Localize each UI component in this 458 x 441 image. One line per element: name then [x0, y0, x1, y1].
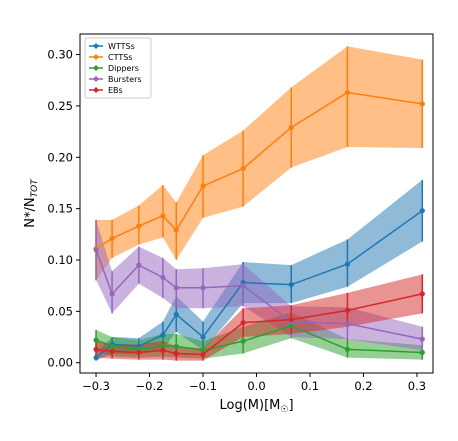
wttss-point	[288, 282, 294, 288]
y-tick-label: 0.15	[47, 202, 73, 216]
y-axis-label-sub: TOT	[30, 178, 40, 198]
cttss-point	[109, 235, 115, 242]
bursters-point	[344, 321, 351, 327]
legend-marker-bursters	[93, 76, 99, 82]
ebs-point	[344, 307, 351, 313]
y-tick-label: 0.05	[47, 304, 73, 318]
bursters-point	[160, 274, 166, 281]
dippers-point	[93, 337, 99, 343]
dippers-point	[200, 347, 206, 353]
dippers-point	[160, 343, 166, 349]
legend-marker-ebs	[93, 87, 99, 93]
x-axis-label-sub: ☉	[280, 405, 288, 415]
legend-label-ebs: EBs	[108, 86, 123, 95]
x-tick-label: 0.2	[354, 379, 372, 393]
y-tick-label: 0.25	[47, 99, 73, 113]
wttss-point	[200, 334, 206, 340]
dippers-point	[419, 349, 425, 356]
bursters-point	[173, 285, 179, 291]
ebs-point	[160, 347, 166, 353]
bursters-point	[136, 262, 142, 268]
wttss-point	[419, 208, 425, 214]
x-axis-label-main: Log(M)[M	[219, 398, 280, 413]
wttss-point	[160, 332, 166, 338]
y-axis-label: N*/NTOT	[23, 178, 40, 228]
legend-marker-dippers	[93, 65, 99, 71]
ebs-point	[200, 351, 206, 358]
y-tick-label: 0.10	[47, 253, 73, 267]
y-axis-label-main: N*/N	[23, 197, 38, 227]
ebs-point	[93, 346, 99, 352]
cttss-point	[200, 183, 206, 189]
x-tick-label: 0.0	[247, 379, 265, 393]
series-points	[93, 89, 425, 361]
cttss-band	[96, 46, 423, 281]
cttss-line	[95, 91, 423, 250]
dippers-line	[95, 324, 423, 354]
ebs-point	[419, 291, 425, 297]
dippers-point	[344, 346, 351, 352]
cttss-point	[160, 213, 166, 219]
legend-label-wttss: WTTSs	[108, 42, 135, 51]
legend-label-dippers: Dippers	[108, 64, 139, 73]
x-axis-label-close: ]	[288, 398, 293, 413]
ebs-band	[96, 274, 423, 361]
legend-label-cttss: CTTSs	[108, 53, 132, 62]
bursters-point	[200, 285, 206, 291]
cttss-point	[288, 124, 294, 131]
legend-marker-wttss	[93, 43, 99, 49]
x-axis: −0.3 −0.2 −0.1 0.0 0.1 0.2 0.3	[82, 373, 426, 393]
legend-label-bursters: Bursters	[108, 75, 142, 84]
bursters-point	[240, 283, 246, 289]
bursters-point	[419, 336, 425, 342]
cttss-point	[136, 223, 142, 229]
dippers-point	[109, 343, 115, 349]
wttss-point	[344, 261, 351, 267]
ebs-point	[136, 349, 142, 356]
cttss-point	[344, 89, 351, 96]
y-tick-label: 0.20	[47, 150, 73, 164]
bursters-line	[95, 249, 423, 340]
x-tick-label: 0.3	[408, 379, 426, 393]
legend-marker-cttss	[93, 54, 99, 60]
wttss-point	[173, 311, 179, 318]
x-tick-label: −0.3	[82, 379, 110, 393]
x-tick-label: −0.1	[189, 379, 217, 393]
series-lines	[95, 91, 423, 359]
bursters-point	[109, 291, 115, 297]
y-tick-label: 0.30	[47, 48, 73, 62]
ebs-point	[109, 348, 115, 355]
x-tick-label: −0.2	[136, 379, 164, 393]
cttss-point	[419, 101, 425, 107]
bursters-point	[93, 247, 99, 253]
dippers-point	[288, 323, 294, 329]
legend-box	[84, 37, 152, 99]
y-axis: 0.00 0.05 0.10 0.15 0.20 0.25 0.30	[47, 48, 80, 370]
ebs-line	[95, 293, 423, 356]
x-axis-label: Log(M)[M☉]	[219, 398, 293, 415]
legend: WTTSs CTTSs Dippers Bursters EBs	[84, 37, 152, 99]
y-tick-label: 0.00	[47, 356, 73, 370]
ebs-point	[173, 350, 179, 357]
dippers-point	[240, 338, 246, 344]
wttss-point	[93, 354, 99, 361]
ebs-point	[240, 320, 246, 326]
x-tick-label: 0.1	[301, 379, 319, 393]
cttss-point	[240, 165, 246, 172]
cttss-point	[173, 227, 179, 233]
dippers-point	[173, 343, 179, 349]
wttss-line	[95, 210, 423, 359]
ebs-point	[288, 316, 294, 323]
